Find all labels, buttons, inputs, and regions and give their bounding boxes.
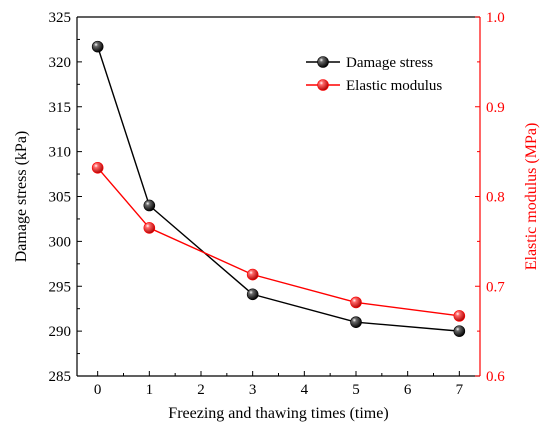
y-right-tick-label: 1.0	[486, 10, 505, 26]
y-right-tick-label: 0.6	[486, 369, 505, 385]
x-tick-label: 6	[404, 382, 412, 398]
y-right-tick-label: 0.7	[486, 279, 505, 295]
elastic-modulus-point	[246, 268, 259, 281]
plot-area	[91, 40, 466, 337]
y-right-tick-label: 0.9	[486, 100, 505, 116]
elastic-modulus-point	[453, 310, 466, 322]
legend-elastic-modulus-marker	[317, 79, 329, 91]
x-axis-title: Freezing and thawing times (time)	[168, 405, 388, 422]
y-left-tick-label: 325	[49, 10, 72, 26]
y-left-tick-label: 285	[49, 369, 72, 385]
x-tick-label: 4	[301, 382, 309, 398]
y-left-tick-label: 290	[49, 324, 72, 340]
y-left-tick-label: 300	[49, 234, 72, 250]
damage-stress-point	[246, 288, 259, 301]
axes: 0 1 2 3 4 5 6 7 285 290 295 300 305 310 315 320 325 0.6 0.…	[49, 10, 506, 398]
elastic-modulus-point	[350, 296, 362, 309]
elastic-modulus-line	[97, 167, 460, 317]
y-left-tick-label: 305	[49, 190, 72, 206]
legend-elastic-modulus-label: Elastic modulus	[346, 78, 442, 94]
y-left-tick-label: 315	[49, 100, 72, 116]
y-axis-left-title: Damage stress (kPa)	[13, 131, 30, 263]
y-right-tick-label: 0.8	[486, 190, 505, 206]
elastic-modulus-point	[91, 161, 104, 174]
x-tick-label: 3	[249, 382, 257, 398]
x-tick-label: 2	[197, 382, 205, 398]
y-axis-right-title: Elastic modulus (MPa)	[523, 123, 540, 271]
x-tick-label: 0	[94, 382, 102, 398]
legend-damage-stress-label: Damage stress	[346, 55, 433, 71]
y-left-tick-label: 295	[49, 279, 72, 295]
damage-stress-point	[350, 316, 362, 328]
legend-damage-stress-marker	[317, 56, 329, 68]
damage-stress-point	[143, 199, 156, 212]
x-tick-label: 7	[456, 382, 464, 398]
legend: Damage stress Elastic modulus	[306, 55, 442, 94]
damage-stress-point	[91, 40, 104, 53]
x-tick-label: 5	[352, 382, 360, 398]
elastic-modulus-point	[143, 222, 156, 234]
y-left-tick-label: 310	[49, 145, 72, 161]
damage-stress-point	[453, 325, 466, 337]
y-left-tick-label: 320	[49, 55, 72, 71]
x-tick-label: 1	[146, 382, 154, 398]
